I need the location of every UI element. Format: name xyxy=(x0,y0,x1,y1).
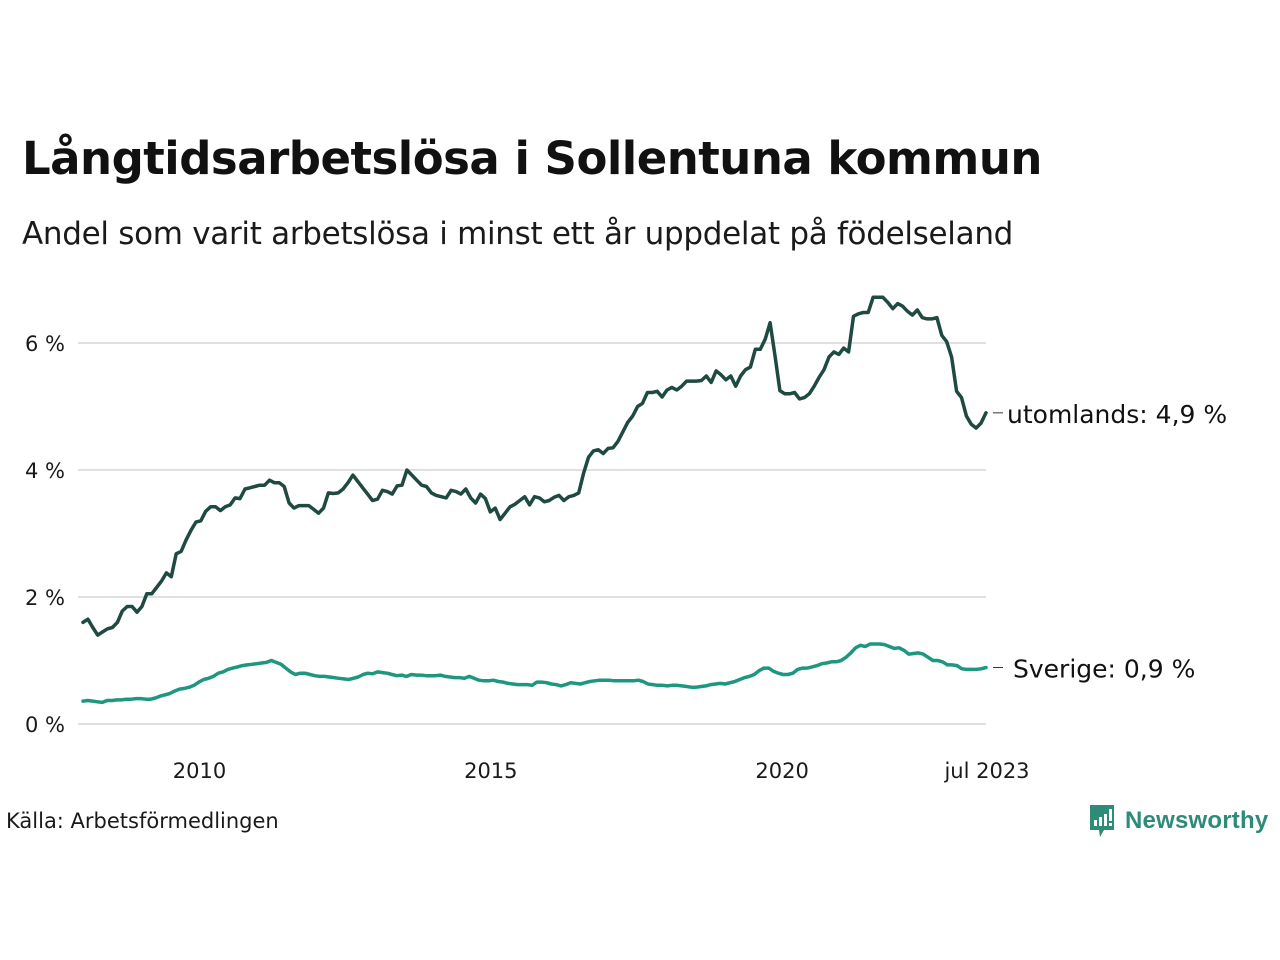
x-tick-label: 2010 xyxy=(173,759,226,783)
x-tick-label: 2015 xyxy=(464,759,517,783)
x-axis-ticks: 2010 2015 2020 jul 2023 xyxy=(173,759,1030,783)
series-line-utomlands xyxy=(81,295,988,637)
chart-title: Långtidsarbetslösa i Sollentuna kommun xyxy=(22,132,1042,185)
source-note: Källa: Arbetsförmedlingen xyxy=(6,809,279,833)
series-lines xyxy=(81,295,988,705)
y-tick-label: 4 % xyxy=(25,459,65,483)
chart-subtitle: Andel som varit arbetslösa i minst ett å… xyxy=(22,216,1014,252)
y-axis-ticks: 0 % 2 % 4 % 6 % xyxy=(25,332,65,737)
newsworthy-logo[interactable]: Newsworthy xyxy=(1088,803,1268,839)
brand-name: Newsworthy xyxy=(1125,807,1269,834)
y-tick-label: 6 % xyxy=(25,332,65,356)
x-tick-label: jul 2023 xyxy=(943,759,1029,783)
series-label-utomlands: utomlands: 4,9 % xyxy=(1007,400,1227,429)
y-tick-label: 2 % xyxy=(25,586,65,610)
x-tick-label: 2020 xyxy=(755,759,808,783)
y-tick-label: 0 % xyxy=(25,713,65,737)
gridlines xyxy=(78,342,986,725)
series-labels: utomlands: 4,9 % Sverige: 0,9 % xyxy=(993,400,1227,683)
series-label-sverige: Sverige: 0,9 % xyxy=(1013,654,1195,683)
series-line-sverige xyxy=(81,642,988,705)
bar-chart-speech-bubble-icon xyxy=(1090,805,1114,837)
